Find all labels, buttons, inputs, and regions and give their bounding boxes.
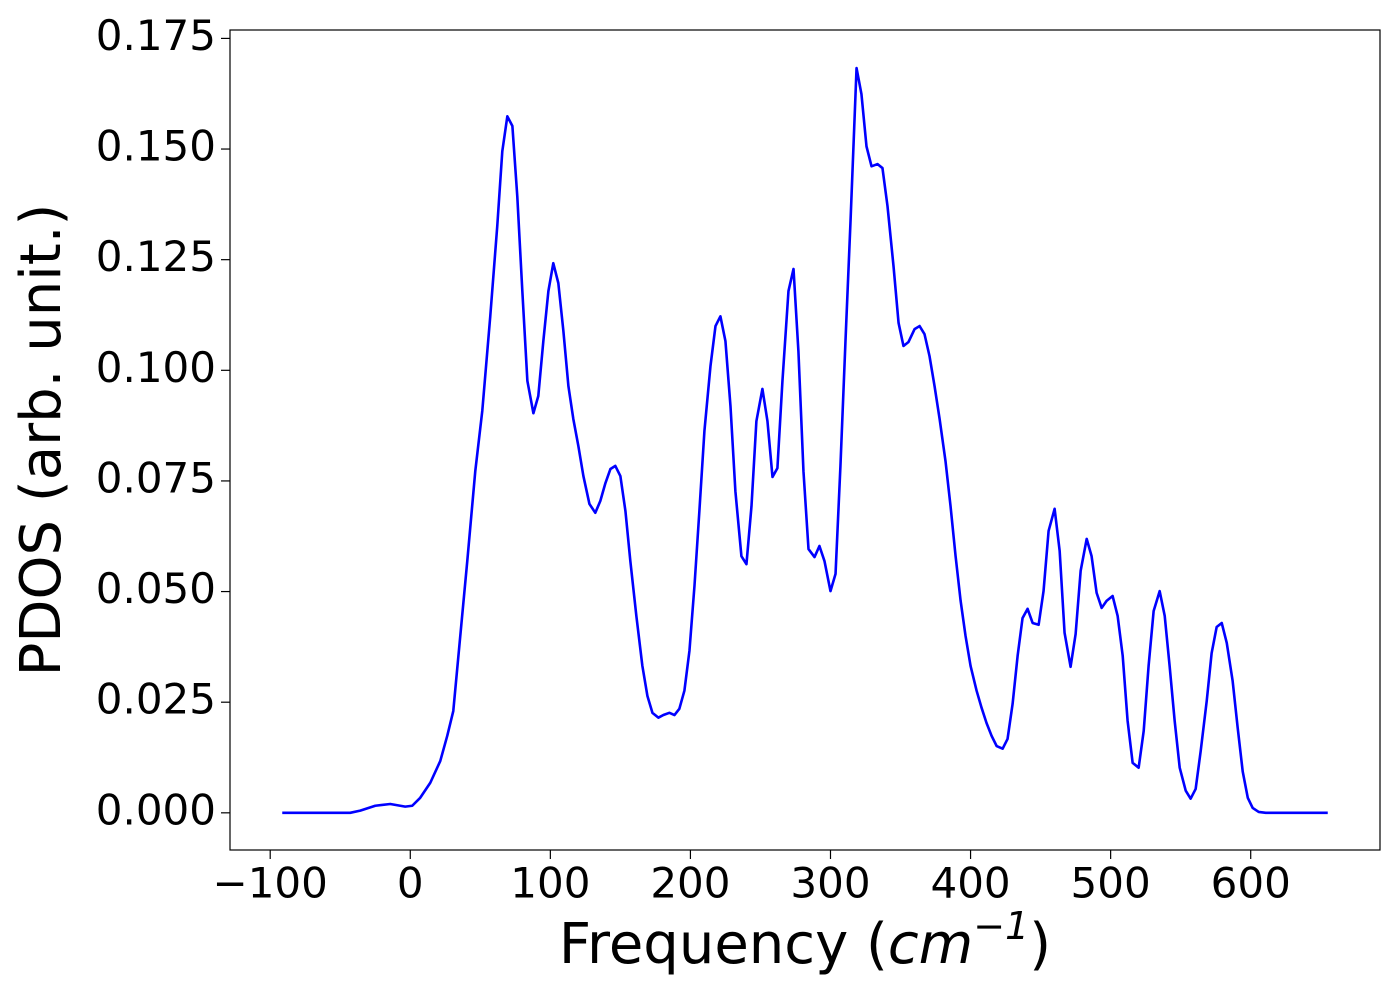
y-axis-label: PDOS (arb. unit.)	[9, 204, 74, 677]
x-label-text: Frequency (	[559, 912, 888, 977]
x-label-unit: cm	[888, 912, 973, 977]
x-label-exponent: −1	[973, 904, 1029, 948]
x-tick-label: 600	[1211, 859, 1291, 908]
x-tick-label: 100	[510, 859, 590, 908]
x-tick-label: 200	[650, 859, 730, 908]
x-tick-label: 400	[930, 859, 1010, 908]
x-axis-label: Frequency (cm−1)	[559, 904, 1051, 978]
x-tick-label: 0	[397, 859, 424, 908]
x-label-close: )	[1029, 912, 1051, 977]
y-tick-label: 0.150	[96, 122, 216, 171]
y-tick-label: 0.125	[96, 232, 216, 281]
axes-frame	[229, 29, 1381, 851]
x-tick-label: 300	[790, 859, 870, 908]
y-tick-label: 0.000	[96, 785, 216, 834]
x-tick-label: −100	[213, 859, 328, 908]
y-tick-label: 0.100	[96, 343, 216, 392]
y-tick-label: 0.050	[96, 564, 216, 613]
pdos-line	[282, 66, 1328, 815]
y-tick-label: 0.175	[96, 11, 216, 60]
x-tick-label: 500	[1071, 859, 1151, 908]
y-tick-label: 0.025	[96, 675, 216, 724]
y-tick-label: 0.075	[96, 453, 216, 502]
